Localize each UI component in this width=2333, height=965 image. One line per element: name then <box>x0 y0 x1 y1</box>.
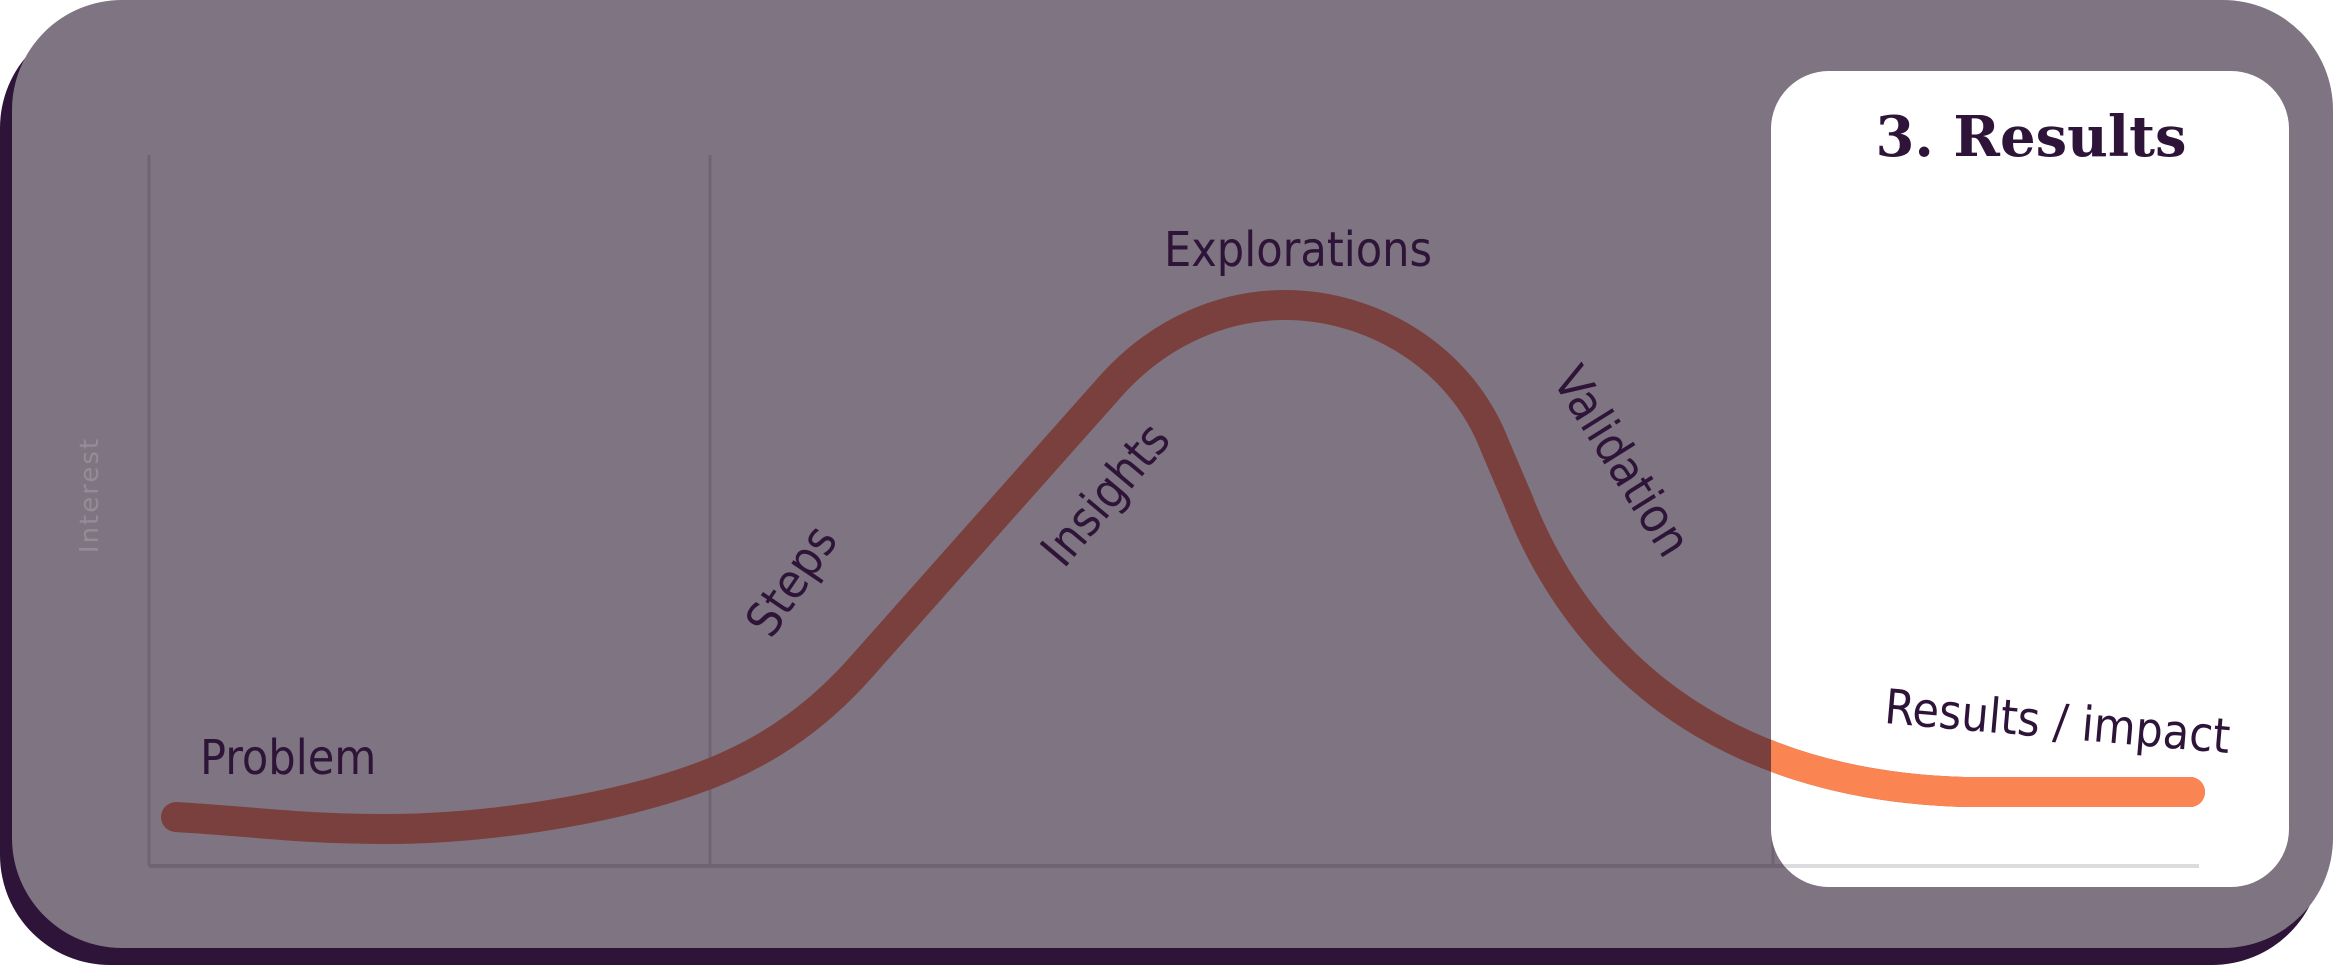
stage-label-explorations: Explorations <box>1164 222 1432 278</box>
results-panel <box>1771 71 2289 887</box>
card <box>12 0 2333 948</box>
stage-label-problem: Problem <box>200 730 376 786</box>
panel-title: 3. Results <box>1875 104 2186 170</box>
y-axis-label: Interest <box>75 437 105 553</box>
